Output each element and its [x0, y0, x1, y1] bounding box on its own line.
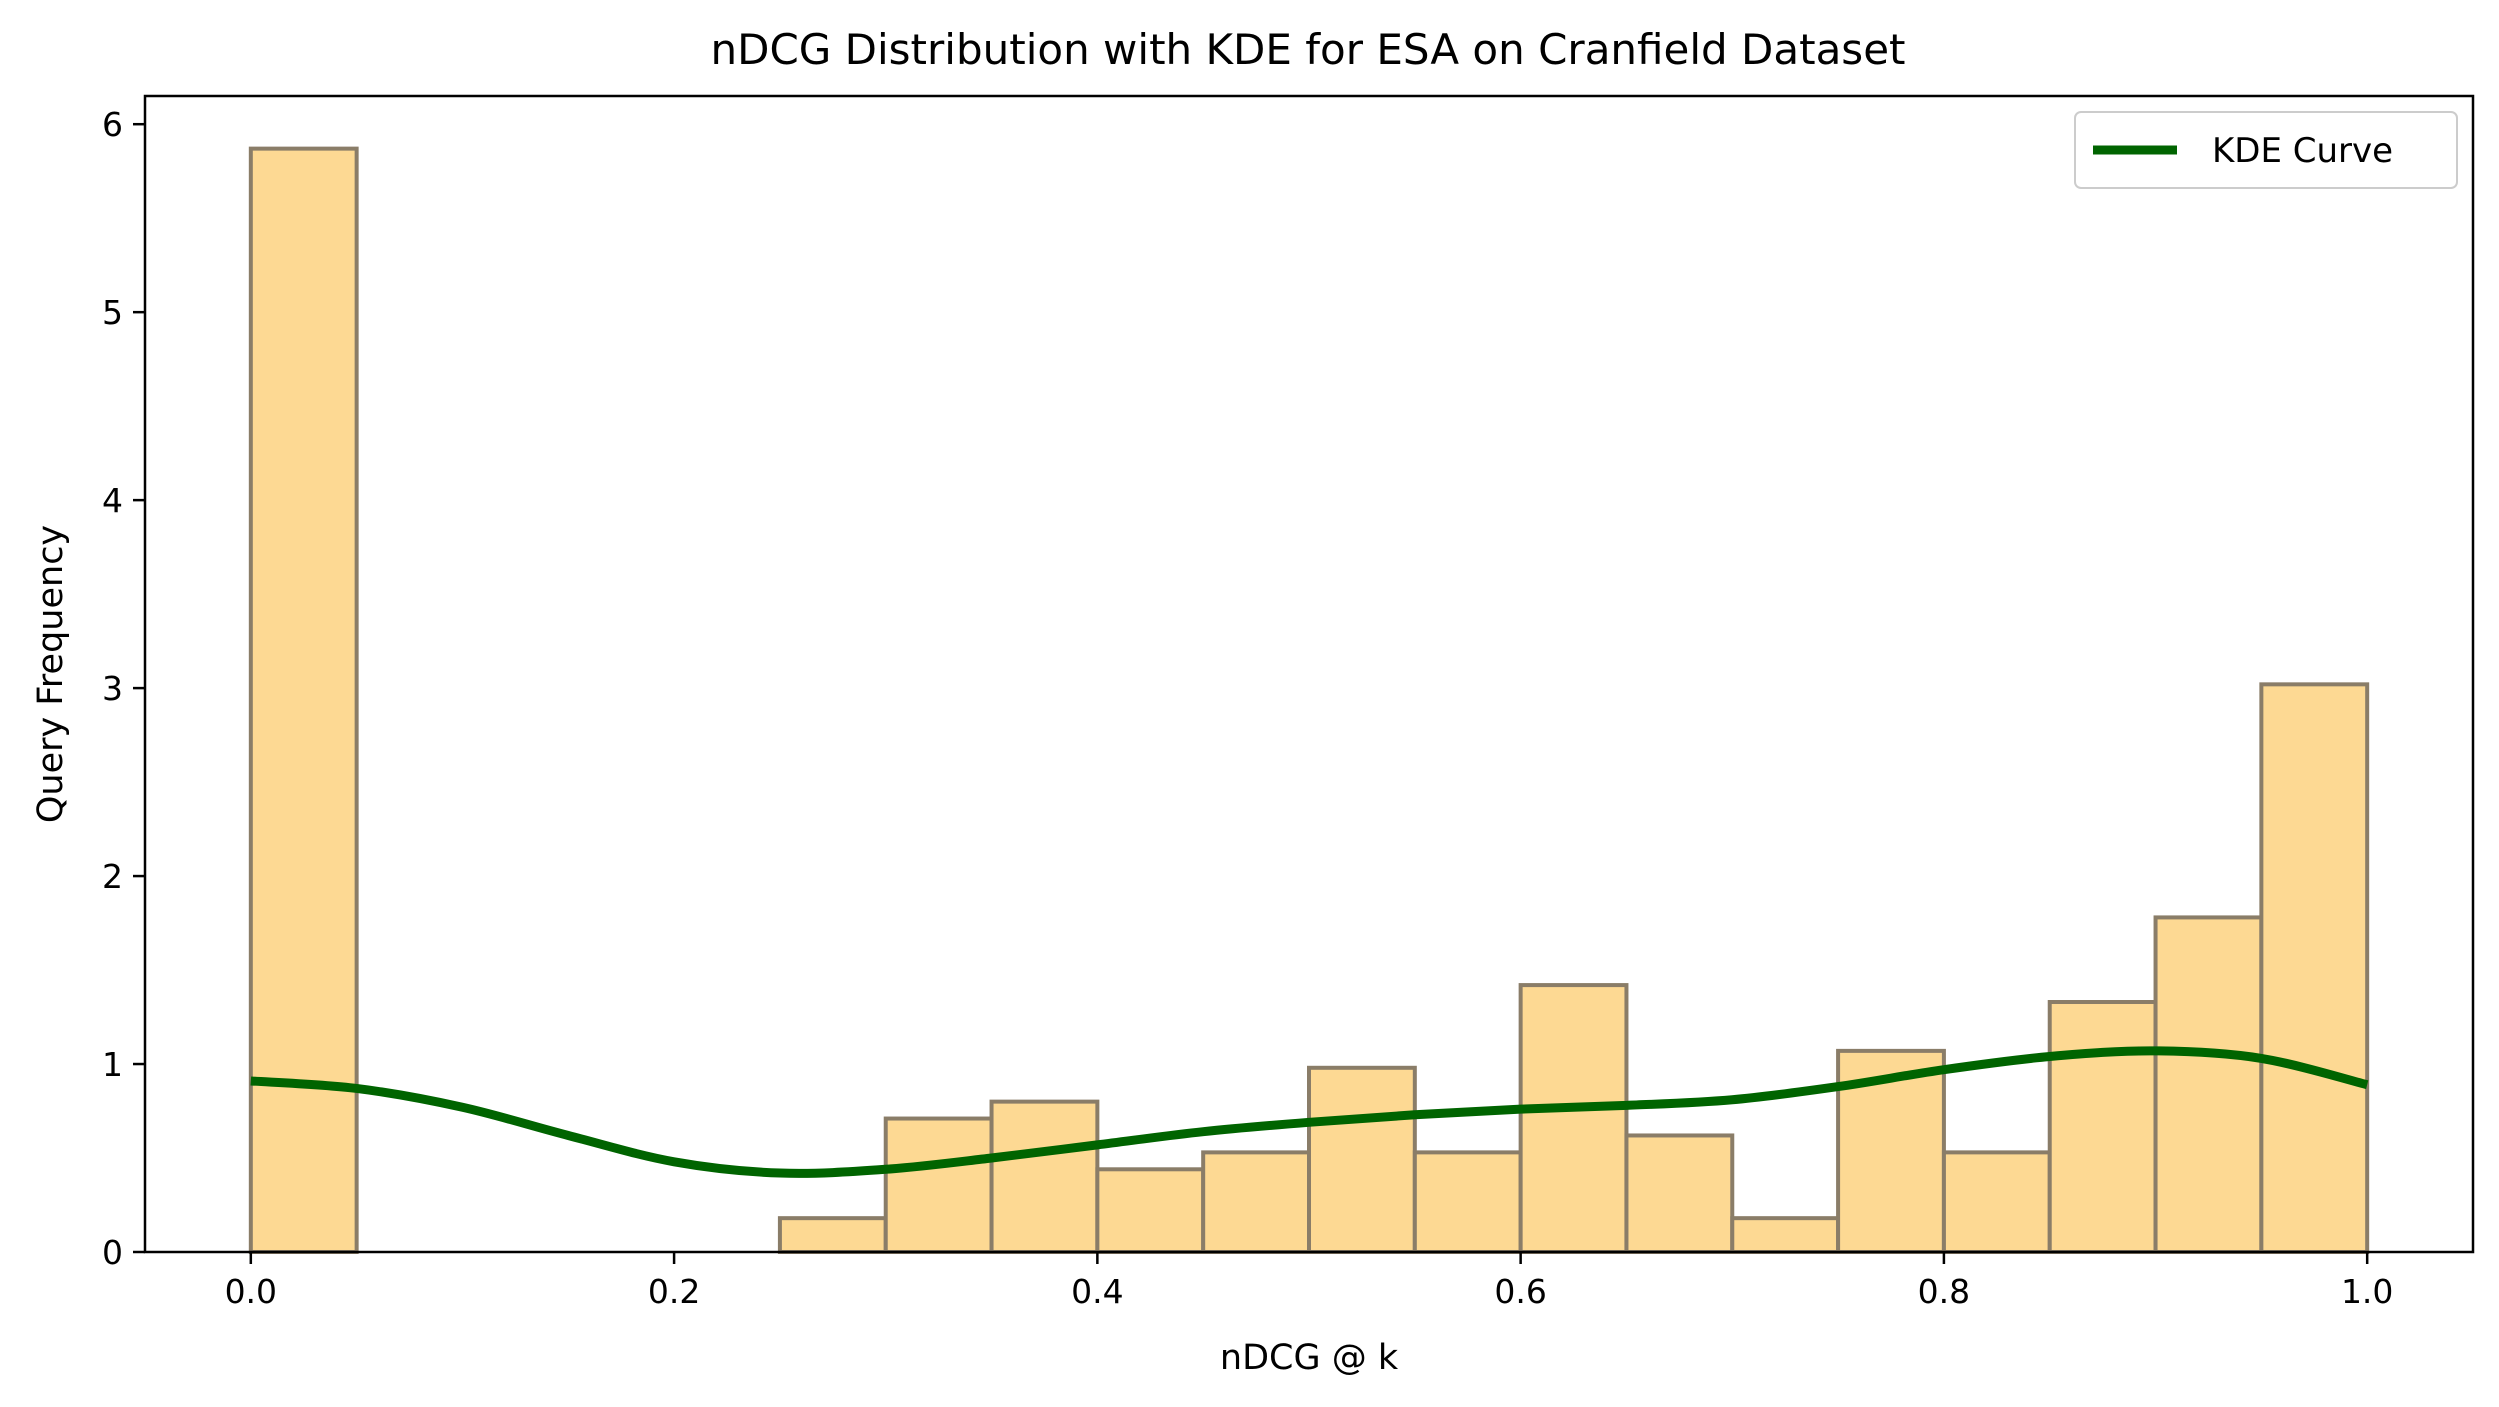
x-tick-label: 1.0	[2341, 1272, 2393, 1311]
histogram-bar	[883, 1116, 994, 1254]
histogram-bars	[248, 146, 2370, 1255]
histogram-bar	[1412, 1150, 1523, 1254]
x-axis-ticks: 0.0 0.2 0.4 0.6 0.8 1.0	[225, 1252, 2393, 1311]
legend-box	[2074, 111, 2458, 189]
legend: KDE Curve	[2074, 111, 2458, 189]
x-tick-label: 0.6	[1494, 1272, 1546, 1311]
y-tick-label: 4	[102, 481, 123, 520]
histogram-bar	[1730, 1216, 1841, 1255]
y-axis-label: Query Frequency	[31, 525, 71, 823]
histogram-bar	[1307, 1065, 1417, 1254]
chart-title: nDCG Distribution with KDE for ESA on Cr…	[710, 25, 1905, 74]
histogram-bar	[1201, 1150, 1311, 1254]
histogram-bar	[1624, 1133, 1735, 1255]
x-tick-label: 0.2	[648, 1272, 700, 1311]
histogram-bar	[2153, 915, 2264, 1255]
y-axis-ticks: 0 1 2 3 4 5 6	[102, 105, 145, 1272]
y-tick-label: 5	[102, 293, 123, 332]
histogram-bar	[1095, 1167, 1206, 1254]
histogram-bar	[1518, 983, 1629, 1254]
histogram-bar	[2259, 682, 2370, 1254]
legend-kde-label: KDE Curve	[2212, 131, 2393, 171]
x-tick-label: 0.0	[225, 1272, 277, 1311]
histogram-bar	[989, 1099, 1100, 1254]
histogram-bar	[2047, 1000, 2158, 1254]
x-axis-label: nDCG @ k	[1220, 1338, 1399, 1378]
histogram-bar	[1941, 1150, 2052, 1254]
kde-curve-line	[250, 1046, 2369, 1178]
x-tick-label: 0.8	[1918, 1272, 1970, 1311]
y-tick-label: 1	[102, 1045, 123, 1084]
y-tick-label: 3	[102, 669, 123, 708]
plot-frame	[143, 94, 2475, 1254]
y-tick-label: 0	[102, 1233, 123, 1272]
histogram-bar	[777, 1216, 888, 1255]
histogram-bar	[248, 146, 359, 1255]
x-tick-label: 0.4	[1071, 1272, 1123, 1311]
y-tick-label: 2	[102, 857, 123, 896]
y-tick-label: 6	[102, 105, 123, 144]
